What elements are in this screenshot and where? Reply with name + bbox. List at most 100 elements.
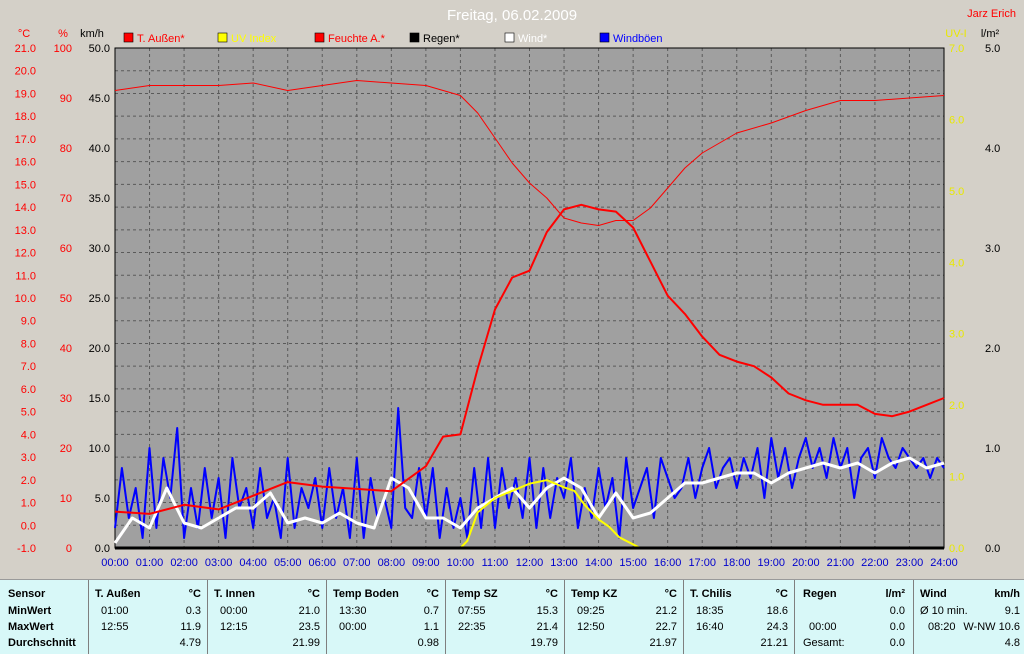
stats-col: T. Innen °C 00:00 21.0 12:15 23.5 21.99: [208, 580, 327, 654]
row-label-min: MinWert: [8, 605, 52, 617]
tick-label-x: 03:00: [205, 557, 233, 569]
tick-label-uv: 6.0: [949, 114, 964, 126]
tick-label-uv: 2.0: [949, 400, 964, 412]
tick-label-pct: 10: [60, 493, 72, 505]
tick-label-x: 19:00: [758, 557, 786, 569]
series-uvindex: [115, 479, 944, 549]
tick-label-x: 06:00: [308, 557, 336, 569]
tick-label-temp: 19.0: [15, 88, 36, 100]
tick-label-kmh: 20.0: [89, 343, 110, 355]
wind-avg10-label: Ø 10 min.: [920, 605, 968, 617]
stats-min-value: 21.0: [298, 605, 320, 617]
tick-label-rain: 5.0: [985, 43, 1000, 55]
legend-label: Feuchte A.*: [328, 33, 386, 45]
tick-label-x: 04:00: [239, 557, 267, 569]
stats-min-value: 0.7: [423, 605, 439, 617]
tick-label-pct: 50: [60, 293, 72, 305]
tick-label-pct: 20: [60, 443, 72, 455]
tick-label-temp: 18.0: [15, 111, 36, 123]
stats-table: Sensor MinWert MaxWert Durchschnitt T. A…: [0, 579, 1024, 654]
tick-label-temp: 6.0: [21, 384, 36, 396]
tick-label-pct: 100: [54, 43, 72, 55]
series-feuchtea: [114, 80, 945, 226]
tick-label-rain: 2.0: [985, 343, 1000, 355]
stats-col-regen: Regen l/m² 0.0 00:00 0.0 Gesamt: 0.0: [795, 580, 914, 654]
chart-title: Freitag, 06.02.2009: [447, 7, 577, 24]
tick-label-kmh: 10.0: [89, 443, 110, 455]
legend-label: Windböen: [613, 33, 663, 45]
regen-max: 0.0: [889, 621, 905, 633]
legend-swatch: [123, 32, 134, 43]
tick-label-x: 12:00: [516, 557, 544, 569]
tick-label-kmh: 40.0: [89, 143, 110, 155]
tick-label-x: 05:00: [274, 557, 302, 569]
tick-label-kmh: 25.0: [89, 293, 110, 305]
tick-label-x: 24:00: [930, 557, 958, 569]
tick-label-kmh: 35.0: [89, 193, 110, 205]
regen-min: 0.0: [889, 605, 905, 617]
legend-swatch: [217, 32, 228, 43]
tick-label-pct: 70: [60, 193, 72, 205]
regen-name: Regen: [803, 588, 837, 600]
chart-svg: Freitag, 06.02.2009 Jarz Erich °C% km/h UV-I…: [15, 7, 1016, 569]
tick-label-temp: 15.0: [15, 179, 36, 191]
tick-label-kmh: 50.0: [89, 43, 110, 55]
tick-label-temp: 14.0: [15, 202, 36, 214]
tick-label-temp: 9.0: [21, 316, 36, 328]
stats-avg-value: 21.99: [292, 637, 320, 649]
tick-label-rain: 3.0: [985, 243, 1000, 255]
legend-label: T. Außen*: [137, 33, 185, 45]
stats-min-time: 18:35: [696, 605, 724, 617]
stats-max-time: 00:00: [339, 621, 367, 633]
tick-label-x: 10:00: [447, 557, 475, 569]
stats-col-unit: °C: [188, 588, 201, 600]
legend-label: UV Index: [231, 33, 277, 45]
wind-max-time: 08:20: [928, 621, 956, 633]
tick-label-x: 15:00: [619, 557, 647, 569]
tick-label-pct: 80: [60, 143, 72, 155]
tick-label-temp: 7.0: [21, 361, 36, 373]
tick-label-x: 01:00: [136, 557, 164, 569]
row-label-sensor: Sensor: [8, 588, 46, 600]
wind-avg: 4.8: [1004, 637, 1020, 649]
stats-min-value: 18.6: [766, 605, 788, 617]
regen-max-time: 00:00: [809, 621, 837, 633]
stats-min-value: 21.2: [655, 605, 677, 617]
tick-label-uv: 7.0: [949, 43, 964, 55]
tick-label-temp: -1.0: [17, 543, 36, 555]
tick-label-x: 13:00: [550, 557, 578, 569]
stats-col: Temp Boden °C 13:30 0.7 00:00 1.1 0.98: [327, 580, 446, 654]
tick-label-x: 16:00: [654, 557, 682, 569]
tick-label-temp: 4.0: [21, 429, 36, 441]
tick-label-temp: 21.0: [15, 43, 36, 55]
tick-label-x: 20:00: [792, 557, 820, 569]
axis-unit-temp: °C: [18, 28, 30, 40]
stats-avg-value: 21.97: [649, 637, 677, 649]
stats-col: Temp SZ °C 07:55 15.3 22:35 21.4 19.79: [446, 580, 565, 654]
author-label: Jarz Erich: [967, 8, 1016, 20]
tick-label-rain: 4.0: [985, 143, 1000, 155]
tick-label-temp: 13.0: [15, 225, 36, 237]
tick-label-kmh: 0.0: [95, 543, 110, 555]
tick-label-x: 07:00: [343, 557, 371, 569]
tick-label-x: 02:00: [170, 557, 198, 569]
regen-unit: l/m²: [885, 588, 905, 600]
tick-label-x: 18:00: [723, 557, 751, 569]
tick-label-temp: 0.0: [21, 520, 36, 532]
stats-max-value: 11.9: [180, 621, 201, 633]
tick-label-uv: 5.0: [949, 186, 964, 198]
stats-max-value: 22.7: [655, 621, 677, 633]
wind-unit: km/h: [994, 588, 1020, 600]
stats-max-time: 12:55: [101, 621, 129, 633]
stats-col-name: Temp Boden: [333, 588, 399, 600]
tick-label-temp: 16.0: [15, 157, 36, 169]
tick-label-temp: 8.0: [21, 338, 36, 350]
stats-avg-value: 0.98: [417, 637, 439, 649]
stats-col-unit: °C: [775, 588, 788, 600]
tick-label-uv: 3.0: [949, 329, 964, 341]
wind-max: W-NW 10.6: [963, 621, 1020, 633]
stats-min-time: 01:00: [101, 605, 129, 617]
stats-max-time: 12:15: [220, 621, 248, 633]
wind-avg10: 9.1: [1004, 605, 1020, 617]
tick-label-kmh: 45.0: [89, 93, 110, 105]
